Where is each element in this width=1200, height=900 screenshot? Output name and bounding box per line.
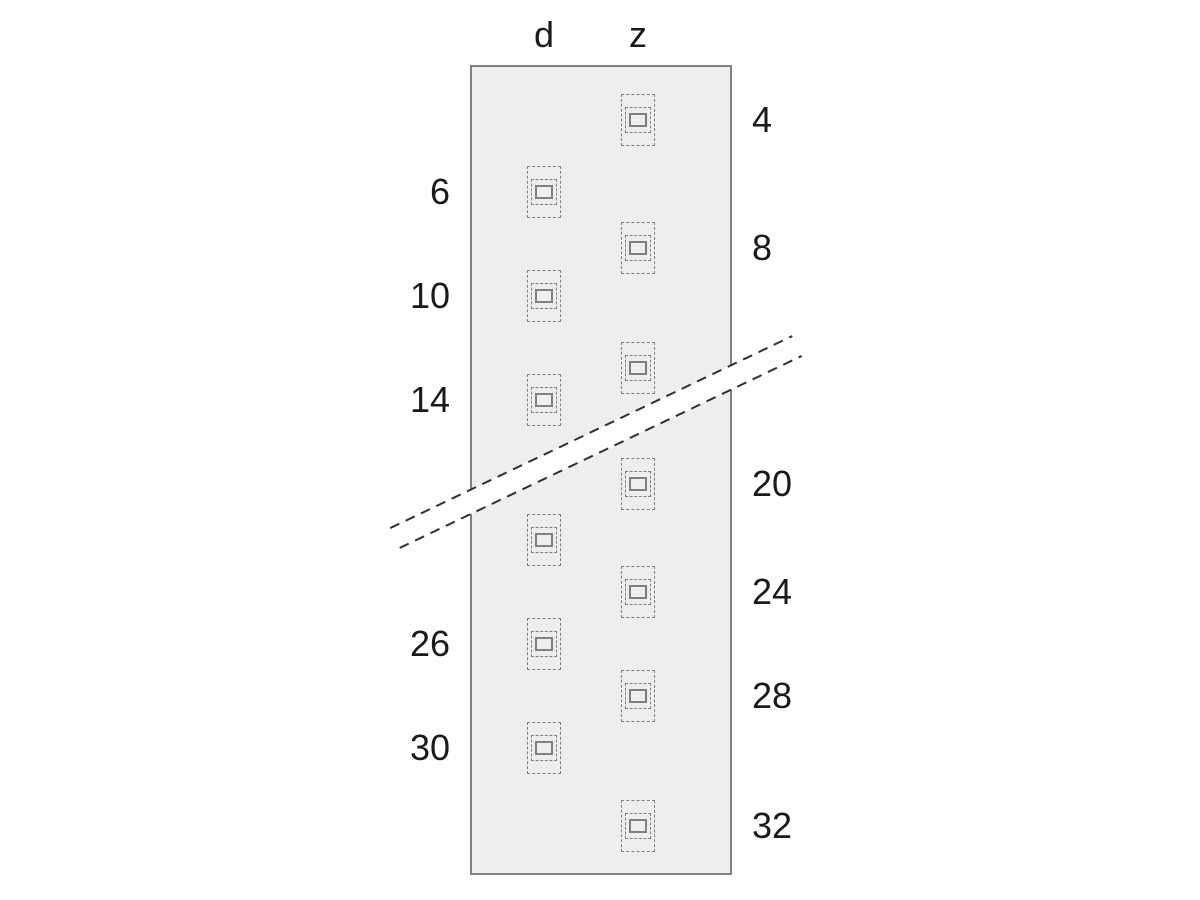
connector-body <box>470 65 732 875</box>
pin-d-10 <box>527 270 561 322</box>
pin-z-4 <box>621 94 655 146</box>
pin-z-12 <box>621 342 655 394</box>
pin-label-z-4: 4 <box>752 99 772 141</box>
pin-label-z-24: 24 <box>752 571 792 613</box>
column-header-d: d <box>534 14 554 56</box>
pin-d-26 <box>527 618 561 670</box>
connector-diagram: d z 6 10 14 26 30 4 8 20 24 28 32 <box>0 0 1200 900</box>
pin-z-8 <box>621 222 655 274</box>
pin-label-d-26: 26 <box>410 623 450 665</box>
column-header-z: z <box>629 14 647 56</box>
pin-label-z-20: 20 <box>752 463 792 505</box>
pin-label-d-6: 6 <box>430 171 450 213</box>
pin-label-d-10: 10 <box>410 275 450 317</box>
pin-d-6 <box>527 166 561 218</box>
pin-d-30 <box>527 722 561 774</box>
pin-label-z-28: 28 <box>752 675 792 717</box>
pin-label-d-30: 30 <box>410 727 450 769</box>
pin-d-14 <box>527 374 561 426</box>
pin-z-24 <box>621 566 655 618</box>
pin-label-z-32: 32 <box>752 805 792 847</box>
pin-label-d-14: 14 <box>410 379 450 421</box>
pin-z-20 <box>621 458 655 510</box>
pin-label-z-8: 8 <box>752 227 772 269</box>
pin-z-28 <box>621 670 655 722</box>
pin-z-32 <box>621 800 655 852</box>
pin-d-22 <box>527 514 561 566</box>
